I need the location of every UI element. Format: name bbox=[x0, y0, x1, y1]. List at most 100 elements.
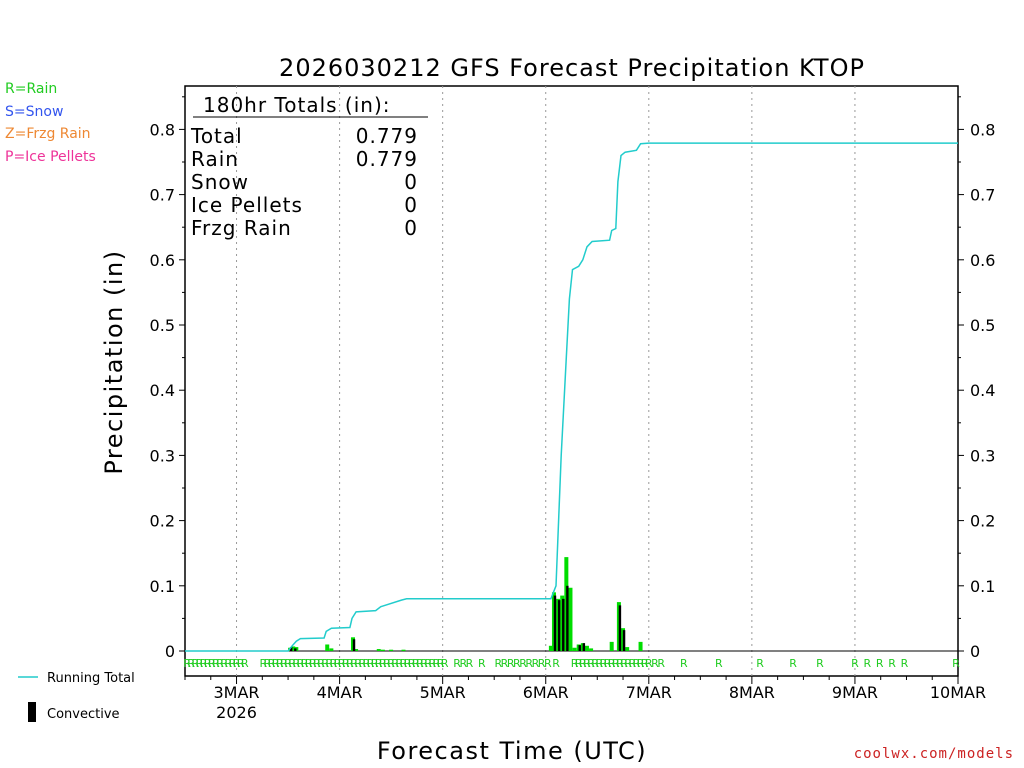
ptype-marker: R bbox=[600, 657, 608, 670]
ptype-marker: R bbox=[816, 657, 824, 670]
precip-bar bbox=[584, 645, 589, 651]
ptype-marker: R bbox=[478, 657, 486, 670]
ptype-marker: R bbox=[876, 657, 884, 670]
ptype-marker: R bbox=[204, 657, 212, 670]
ptype-marker: R bbox=[433, 657, 441, 670]
ptype-marker: R bbox=[552, 657, 560, 670]
totals-row-value: 0 bbox=[404, 216, 418, 240]
totals-row-value: 0.779 bbox=[356, 147, 418, 171]
ptype-marker: R bbox=[321, 657, 329, 670]
precip-bar bbox=[625, 647, 630, 651]
totals-row-label: Frzg Rain bbox=[191, 216, 292, 240]
ptype-marker: R bbox=[264, 657, 272, 670]
ptype-marker: R bbox=[633, 657, 641, 670]
ptype-marker: R bbox=[229, 657, 237, 670]
ptype-marker: R bbox=[616, 657, 624, 670]
convective-bar bbox=[553, 595, 557, 651]
ptype-marker: R bbox=[383, 657, 391, 670]
ptype-marker: R bbox=[901, 657, 909, 670]
y-axis-title: Precipitation (in) bbox=[100, 249, 128, 474]
legend-rain: R=Rain bbox=[5, 81, 58, 97]
ptype-marker: R bbox=[260, 657, 268, 670]
plot-frame bbox=[184, 85, 959, 677]
totals-row-value: 0.779 bbox=[356, 124, 418, 148]
ptype-marker: R bbox=[453, 657, 461, 670]
ptype-marker: R bbox=[200, 657, 208, 670]
convective-bar bbox=[289, 647, 293, 651]
precip-bar bbox=[548, 645, 553, 651]
ptype-marker: R bbox=[715, 657, 723, 670]
convective-bar bbox=[578, 645, 581, 651]
ptype-marker: R bbox=[387, 657, 395, 670]
legend-running-total-label: Running Total bbox=[47, 671, 135, 686]
ptype-marker: R bbox=[494, 657, 502, 670]
ptype-marker: R bbox=[571, 657, 579, 670]
ptype-marker: R bbox=[789, 657, 797, 670]
ptype-marker: R bbox=[680, 657, 688, 670]
y-tick-label-left: 0.8 bbox=[150, 120, 175, 139]
ptype-marker: R bbox=[532, 657, 540, 670]
y-tick-label-left: 0.5 bbox=[150, 316, 175, 335]
y-tick-label-right: 0.2 bbox=[970, 512, 995, 531]
legend-convective-swatch bbox=[28, 702, 36, 722]
convective-bar bbox=[566, 585, 569, 651]
y-tick-label-right: 0.7 bbox=[970, 186, 995, 205]
ptype-marker: R bbox=[379, 657, 387, 670]
ptype-marker: R bbox=[429, 657, 437, 670]
ptype-marker: R bbox=[391, 657, 399, 670]
ptype-marker: R bbox=[863, 657, 871, 670]
ptype-marker: R bbox=[187, 657, 195, 670]
y-tick-label-right: 0.8 bbox=[970, 120, 995, 139]
ptype-marker: R bbox=[400, 657, 408, 670]
ptype-marker: R bbox=[441, 657, 449, 670]
x-tick-label: 10MAR bbox=[930, 683, 986, 702]
ptype-marker: R bbox=[358, 657, 366, 670]
ptype-marker: R bbox=[952, 657, 960, 670]
ptype-marker: R bbox=[241, 657, 249, 670]
ptype-marker: R bbox=[208, 657, 216, 670]
precip-bar bbox=[638, 641, 643, 651]
ptype-marker: R bbox=[375, 657, 383, 670]
running-total-line bbox=[185, 142, 958, 652]
legend-frzg-rain: Z=Frzg Rain bbox=[5, 126, 91, 142]
precip-bar bbox=[589, 648, 594, 651]
ptype-marker: R bbox=[363, 657, 371, 670]
y-tick-label-left: 0.6 bbox=[150, 251, 175, 270]
y-tick-label-right: 0.5 bbox=[970, 316, 995, 335]
ptype-marker: R bbox=[233, 657, 241, 670]
ptype-marker: R bbox=[342, 657, 350, 670]
x-tick-sublabel: 2026 bbox=[216, 703, 257, 722]
ptype-marker: R bbox=[354, 657, 362, 670]
totals-row-label: Snow bbox=[191, 170, 249, 194]
ptype-marker: R bbox=[466, 657, 474, 670]
x-tick-label: 6MAR bbox=[523, 683, 569, 702]
x-tick-label: 3MAR bbox=[214, 683, 260, 702]
ptype-marker: R bbox=[272, 657, 280, 670]
legend-ice-pellets: P=Ice Pellets bbox=[5, 149, 96, 165]
ptype-marker: R bbox=[284, 657, 292, 670]
ptype-marker: R bbox=[334, 657, 342, 670]
y-tick-label-left: 0.7 bbox=[150, 186, 175, 205]
ptype-marker: R bbox=[268, 657, 276, 670]
ptype-marker: R bbox=[408, 657, 416, 670]
precip-bar bbox=[354, 649, 359, 651]
ptype-marker: R bbox=[412, 657, 420, 670]
ptype-marker: R bbox=[628, 657, 636, 670]
ptype-marker: R bbox=[579, 657, 587, 670]
ptype-marker: R bbox=[367, 657, 375, 670]
ptype-marker: R bbox=[371, 657, 379, 670]
precip-bar bbox=[401, 649, 406, 651]
ptype-marker: R bbox=[651, 657, 659, 670]
ptype-marker: R bbox=[513, 657, 521, 670]
ptype-marker: R bbox=[216, 657, 224, 670]
ptype-marker: R bbox=[220, 657, 228, 670]
y-tick-label-left: 0.4 bbox=[150, 381, 175, 400]
ptype-marker: R bbox=[756, 657, 764, 670]
credit-link[interactable]: coolwx.com/models bbox=[853, 746, 1014, 762]
ptype-marker: R bbox=[317, 657, 325, 670]
ptype-marker: R bbox=[338, 657, 346, 670]
ptype-marker: R bbox=[292, 657, 300, 670]
ptype-marker: R bbox=[196, 657, 204, 670]
convective-bar bbox=[562, 598, 565, 651]
ptype-marker: R bbox=[657, 657, 665, 670]
